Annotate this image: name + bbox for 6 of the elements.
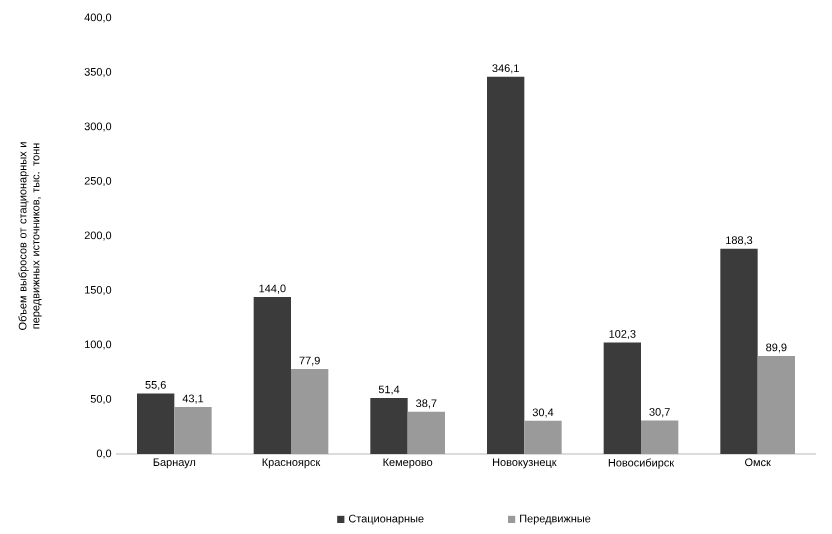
bar (137, 393, 175, 454)
bar (720, 248, 758, 454)
bar (487, 76, 525, 454)
bar (603, 342, 641, 454)
bar (370, 397, 408, 454)
bar (253, 297, 291, 454)
